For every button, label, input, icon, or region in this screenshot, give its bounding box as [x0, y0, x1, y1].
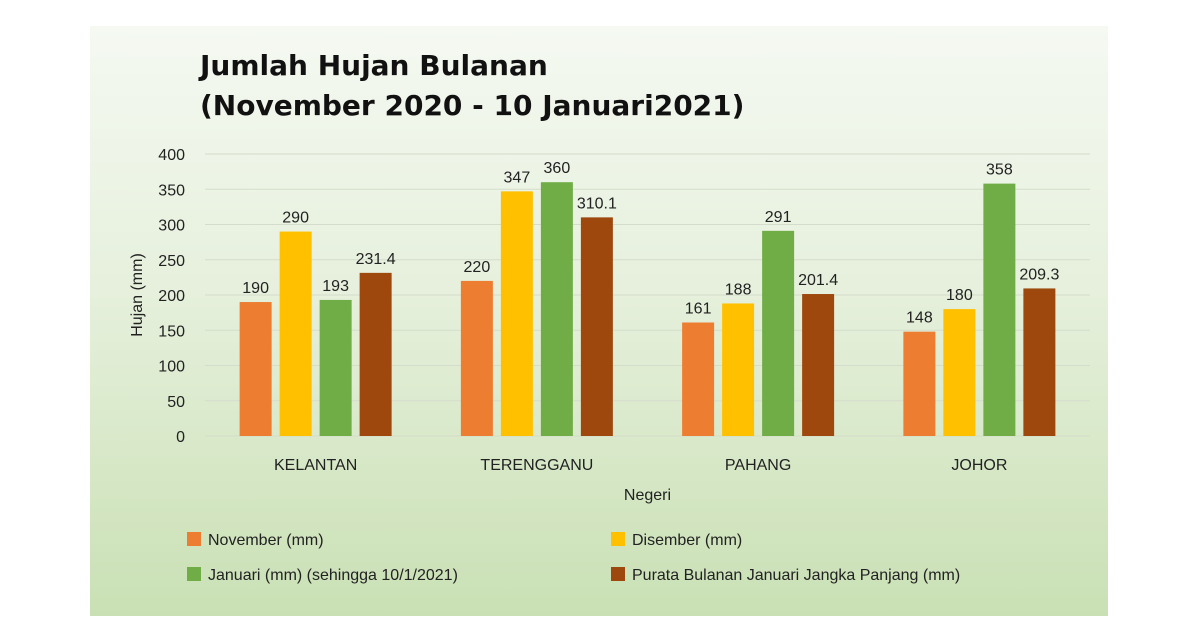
y-tick-label: 100 [158, 359, 185, 376]
x-tick-label: TERENGGANU [480, 457, 593, 474]
y-tick-label: 250 [158, 253, 185, 270]
chart-title-line-2: (November 2020 - 10 Januari2021) [200, 89, 745, 122]
bar-chart: 0 50 100 150 200 250 300 350 400 Hujan (mm) 190 290… [129, 147, 1090, 584]
legend-swatch [187, 567, 201, 581]
bar [279, 231, 312, 436]
bar [943, 309, 976, 436]
data-label: 290 [282, 210, 309, 227]
y-tick-label: 50 [167, 394, 185, 411]
legend-swatch [611, 532, 625, 546]
bar [722, 303, 755, 436]
bar [983, 183, 1016, 436]
x-axis-title: Negeri [624, 487, 671, 504]
data-label: 310.1 [577, 195, 617, 212]
data-label: 161 [685, 300, 712, 317]
data-label: 193 [322, 278, 349, 295]
data-label: 201.4 [798, 272, 838, 289]
legend-label: Purata Bulanan Januari Jangka Panjang (m… [632, 567, 960, 584]
x-tick-label: PAHANG [725, 457, 791, 474]
chart-title-line-1: Jumlah Hujan Bulanan [200, 49, 548, 82]
bar [1023, 288, 1056, 436]
data-label: 180 [946, 287, 973, 304]
data-label: 220 [464, 259, 491, 276]
legend-swatch [611, 567, 625, 581]
legend-label: November (mm) [208, 532, 324, 549]
data-label: 148 [906, 310, 933, 327]
bar [903, 331, 936, 436]
y-tick-label: 400 [158, 147, 185, 164]
data-label: 347 [504, 169, 531, 186]
chart-panel: Jumlah Hujan Bulanan (November 2020 - 10… [90, 26, 1108, 616]
bar [540, 182, 573, 436]
bar [239, 302, 272, 436]
data-label: 231.4 [356, 251, 396, 268]
y-tick-label: 200 [158, 288, 185, 305]
bar [802, 294, 835, 436]
y-tick-label: 350 [158, 182, 185, 199]
legend-label: Disember (mm) [632, 532, 742, 549]
bar [500, 191, 533, 436]
x-tick-label: KELANTAN [274, 457, 357, 474]
bar [359, 272, 392, 436]
y-tick-label: 150 [158, 323, 185, 340]
legend-label: Januari (mm) (sehingga 10/1/2021) [208, 567, 458, 584]
y-tick-label: 300 [158, 218, 185, 235]
data-label: 209.3 [1019, 266, 1059, 283]
data-label: 190 [242, 280, 269, 297]
data-label: 291 [765, 209, 792, 226]
x-tick-label: JOHOR [951, 457, 1007, 474]
bar [762, 230, 795, 436]
legend-swatch [187, 532, 201, 546]
chart-title: Jumlah Hujan Bulanan (November 2020 - 10… [200, 46, 900, 126]
bar [682, 322, 715, 436]
bar [580, 217, 613, 436]
data-label: 358 [986, 162, 1013, 179]
data-label: 188 [725, 281, 752, 298]
bar [319, 299, 352, 436]
y-axis-title: Hujan (mm) [129, 253, 146, 337]
bar [460, 280, 493, 436]
data-label: 360 [544, 160, 571, 177]
y-tick-label: 0 [176, 429, 185, 446]
